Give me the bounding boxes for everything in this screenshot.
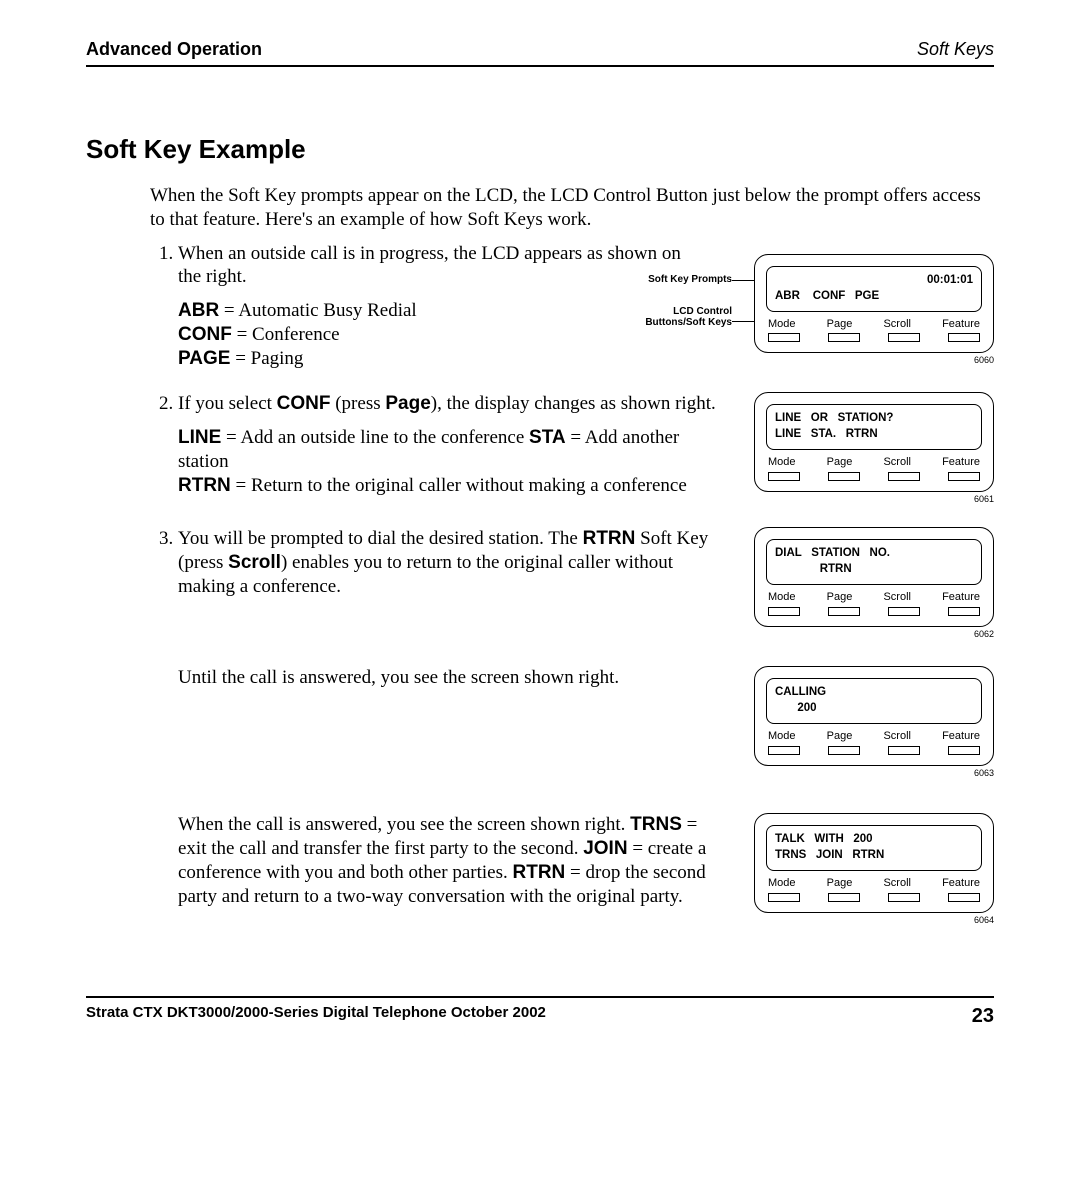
step-1-p1: When an outside call is in progress, the… — [178, 242, 696, 290]
btn-label-feature: Feature — [942, 318, 980, 332]
soft-key-button[interactable] — [948, 746, 980, 755]
soft-key-button[interactable] — [948, 893, 980, 902]
lcd-figure-5: TALK WITH 200 TRNS JOIN RTRN Mode Page S… — [744, 813, 994, 926]
step-3: You will be prompted to dial the desired… — [178, 527, 994, 640]
figure-number: 6063 — [744, 768, 994, 779]
lcd-figure-2: LINE OR STATION? LINE STA. RTRN Mode Pag… — [744, 392, 994, 505]
soft-key-button[interactable] — [768, 333, 800, 342]
lcd-figure-1: Soft Key Prompts LCD Control Buttons/Sof… — [714, 242, 994, 367]
section-title: Soft Key Example — [86, 133, 994, 166]
soft-key-button[interactable] — [948, 333, 980, 342]
soft-key-button[interactable] — [768, 746, 800, 755]
soft-key-button[interactable] — [828, 472, 860, 481]
soft-key-button[interactable] — [768, 472, 800, 481]
step-1-text: When an outside call is in progress, the… — [178, 242, 696, 371]
soft-key-button[interactable] — [888, 333, 920, 342]
btn-label-scroll: Scroll — [883, 318, 911, 332]
abbr-page: PAGE — [178, 348, 230, 369]
soft-key-button[interactable] — [888, 893, 920, 902]
annot-softkey-prompts: Soft Key Prompts — [642, 274, 732, 286]
annot-lcd-buttons: LCD Control Buttons/Soft Keys — [642, 306, 732, 329]
intro-paragraph: When the Soft Key prompts appear on the … — [150, 184, 994, 232]
step-2-p1: If you select CONF (press Page), the dis… — [178, 392, 726, 416]
lcd-screen-1: 00:01:01 ABR CONF PGE — [766, 266, 982, 312]
soft-key-button[interactable] — [888, 746, 920, 755]
steps-list: When an outside call is in progress, the… — [150, 242, 994, 641]
phone-diagram-4: CALLING 200 Mode Page Scroll Feature — [754, 666, 994, 766]
cont-1-text: Until the call is answered, you see the … — [178, 666, 726, 690]
lcd-screen-3: DIAL STATION NO. RTRN — [766, 539, 982, 585]
soft-key-button[interactable] — [888, 472, 920, 481]
lcd-screen-4: CALLING 200 — [766, 678, 982, 724]
header-left: Advanced Operation — [86, 38, 262, 61]
lcd-figure-3: DIAL STATION NO. RTRN Mode Page Scroll F… — [744, 527, 994, 640]
footer-left: Strata CTX DKT3000/2000-Series Digital T… — [86, 1004, 546, 1029]
soft-key-button[interactable] — [948, 472, 980, 481]
soft-key-button[interactable] — [828, 893, 860, 902]
btn-label-page: Page — [827, 318, 853, 332]
abbr-line: LINE — [178, 427, 221, 448]
figure-number: 6061 — [744, 494, 994, 505]
soft-key-button[interactable] — [768, 607, 800, 616]
lcd-line2: ABR CONF PGE — [775, 288, 973, 304]
header-right: Soft Keys — [917, 38, 994, 61]
soft-key-button[interactable] — [948, 607, 980, 616]
cont-2-text: When the call is answered, you see the s… — [178, 813, 726, 908]
continuation-2: When the call is answered, you see the s… — [178, 813, 994, 926]
continuation-1: Until the call is answered, you see the … — [178, 666, 994, 779]
step-3-p1: You will be prompted to dial the desired… — [178, 527, 726, 598]
lcd-screen-5: TALK WITH 200 TRNS JOIN RTRN — [766, 825, 982, 871]
figure-number: 6062 — [744, 629, 994, 640]
page: Advanced Operation Soft Keys Soft Key Ex… — [0, 0, 1080, 1069]
abbr-rtrn: RTRN — [178, 475, 231, 496]
soft-key-button[interactable] — [768, 893, 800, 902]
abbr-sta: STA — [529, 427, 566, 448]
page-header: Advanced Operation Soft Keys — [86, 38, 994, 67]
phone-diagram-1: 00:01:01 ABR CONF PGE Mode Page Scroll F… — [754, 254, 994, 354]
abbr-abr: ABR — [178, 300, 219, 321]
btn-label-mode: Mode — [768, 318, 796, 332]
soft-key-button[interactable] — [828, 333, 860, 342]
phone-diagram-2: LINE OR STATION? LINE STA. RTRN Mode Pag… — [754, 392, 994, 492]
soft-key-button[interactable] — [828, 607, 860, 616]
figure-number: 6064 — [744, 915, 994, 926]
abbr-conf: CONF — [178, 324, 232, 345]
step-2: If you select CONF (press Page), the dis… — [178, 392, 994, 505]
page-footer: Strata CTX DKT3000/2000-Series Digital T… — [86, 996, 994, 1029]
lcd-line1: 00:01:01 — [775, 272, 973, 288]
phone-diagram-5: TALK WITH 200 TRNS JOIN RTRN Mode Page S… — [754, 813, 994, 913]
lcd-figure-4: CALLING 200 Mode Page Scroll Feature — [744, 666, 994, 779]
step-1: When an outside call is in progress, the… — [178, 242, 994, 371]
figure-number: 6060 — [754, 355, 994, 366]
soft-key-button[interactable] — [828, 746, 860, 755]
phone-diagram-3: DIAL STATION NO. RTRN Mode Page Scroll F… — [754, 527, 994, 627]
soft-key-button[interactable] — [888, 607, 920, 616]
lcd-screen-2: LINE OR STATION? LINE STA. RTRN — [766, 404, 982, 450]
page-number: 23 — [972, 1004, 994, 1029]
